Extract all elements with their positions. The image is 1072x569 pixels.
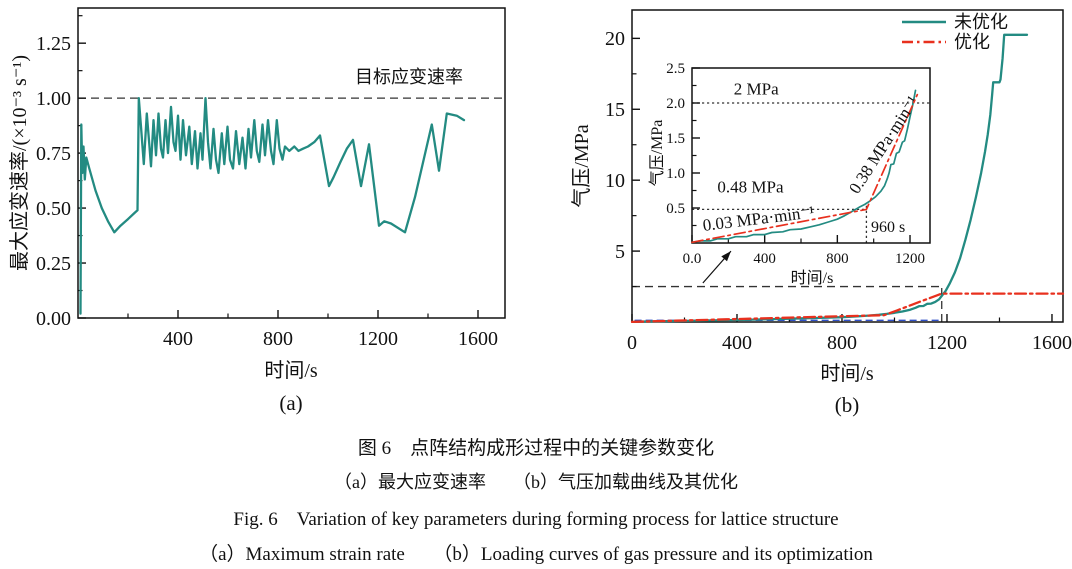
y-tick-label: 15 <box>605 99 625 121</box>
subfigure-label: (b) <box>835 393 860 417</box>
x-tick-label: 1600 <box>458 328 498 350</box>
plot-frame <box>631 9 1064 323</box>
y-axis-label: 气压/MPa <box>570 124 593 207</box>
y-tick-label: 0.25 <box>36 253 71 275</box>
y-axis-label: 气压/MPa <box>648 120 666 187</box>
subfigure-label: (a) <box>279 391 302 415</box>
y-tick-label: 5 <box>615 241 625 263</box>
annotation: 960 s <box>871 219 905 236</box>
y-tick-label: 1.25 <box>36 33 71 55</box>
x-axis-label: 时间/s <box>820 362 874 385</box>
annotation: 0.38 MPa·min⁻¹ <box>845 93 922 198</box>
x-tick-label: 1200 <box>895 251 925 267</box>
y-tick-label: 2.5 <box>666 61 685 77</box>
x-tick-label: 800 <box>826 251 849 267</box>
caption-en-title: Fig. 6 Variation of key parameters durin… <box>233 509 839 530</box>
charts-canvas: 400 800 1200 16000.000.250.500.751.001.25目标… <box>8 7 1072 417</box>
caption-cn-title: 图 6 点阵结构成形过程中的关键参数变化 <box>357 438 715 459</box>
x-tick-label: 400 <box>722 332 752 354</box>
y-tick-label: 1.5 <box>666 131 685 147</box>
annotation: 0.48 MPa <box>717 178 784 197</box>
x-axis-label: 时间/s <box>791 269 834 287</box>
x-tick-label: 1600 <box>1032 332 1072 354</box>
x-tick-label: 400 <box>753 251 776 267</box>
y-tick-label: 0.5 <box>666 201 685 217</box>
x-tick-label: 0.0 <box>683 251 702 267</box>
x-tick-label: 400 <box>163 328 193 350</box>
annotation: 目标应变速率 <box>355 67 463 87</box>
y-tick-label: 0.50 <box>36 198 71 220</box>
y-axis-label: 最大应变速率/(×10⁻³ s⁻¹) <box>8 55 31 271</box>
x-axis-label: 时间/s <box>264 359 318 382</box>
x-tick-label: 800 <box>263 328 293 350</box>
x-tick-label: 1200 <box>927 332 967 354</box>
x-tick-label: 1200 <box>358 328 398 350</box>
caption-cn-sub: （a）最大应变速率 （b）气压加载曲线及其优化 <box>334 472 738 492</box>
series-line-1 <box>691 93 919 244</box>
y-tick-label: 10 <box>605 170 625 192</box>
x-tick-label: 800 <box>827 332 857 354</box>
inset-arrowhead <box>721 251 731 262</box>
legend-label-0: 未优化 <box>954 12 1008 32</box>
y-tick-label: 20 <box>605 28 625 50</box>
y-tick-label: 0.75 <box>36 143 71 165</box>
y-tick-label: 1.0 <box>666 166 685 182</box>
series-line-0 <box>691 89 917 244</box>
y-tick-label: 2.0 <box>666 96 685 112</box>
legend-label-1: 优化 <box>954 32 990 52</box>
y-tick-label: 0.00 <box>36 308 71 330</box>
caption-en-sub: （a）Maximum strain rate （b）Loading curves… <box>199 544 873 565</box>
series-line-0 <box>79 96 466 315</box>
x-tick-label: 0 <box>627 332 637 354</box>
annotation: 2 MPa <box>734 80 779 99</box>
plot-frame <box>77 7 506 319</box>
series-line-1 <box>630 292 1065 324</box>
y-tick-label: 1.00 <box>36 88 71 110</box>
